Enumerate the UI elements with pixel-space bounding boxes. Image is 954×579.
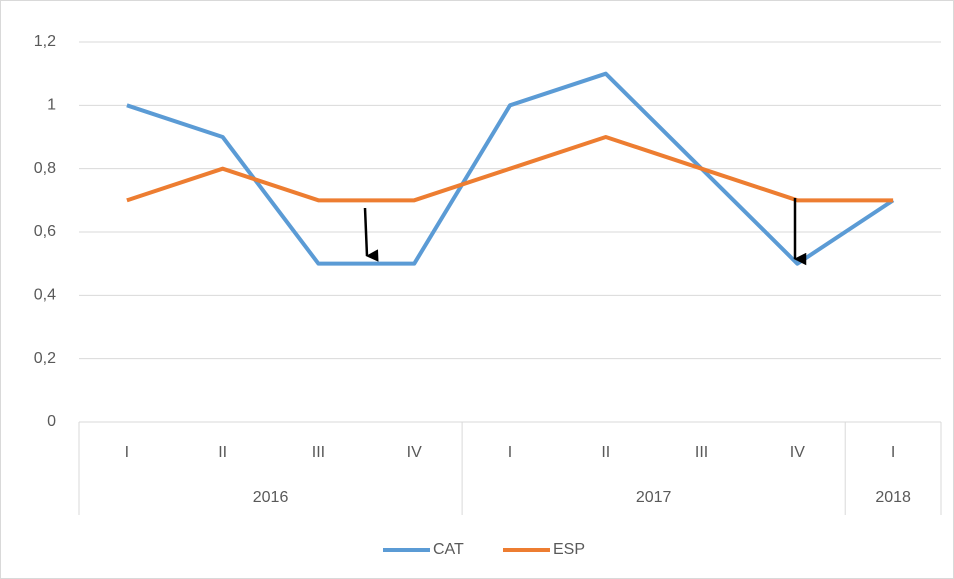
- y-tick-label: 0: [47, 413, 56, 430]
- legend-label: CAT: [433, 541, 464, 558]
- x-tick-label: IV: [407, 444, 422, 461]
- line-series: [126, 135, 894, 203]
- y-tick-label: 0,4: [34, 287, 56, 304]
- x-tick-label: III: [312, 444, 325, 461]
- group-label: 2017: [636, 489, 672, 506]
- x-tick-label: I: [891, 444, 895, 461]
- x-tick-label: IV: [790, 444, 805, 461]
- y-tick-label: 0,8: [34, 160, 56, 177]
- y-tick-label: 1,2: [34, 33, 56, 50]
- x-tick-label: II: [601, 444, 610, 461]
- x-tick-label: III: [695, 444, 708, 461]
- group-label: 2016: [253, 489, 289, 506]
- legend-label: ESP: [553, 541, 585, 558]
- x-tick-label: I: [125, 444, 129, 461]
- x-tick-label: II: [218, 444, 227, 461]
- y-tick-label: 0,2: [34, 350, 56, 367]
- x-tick-label: I: [508, 444, 512, 461]
- group-label: 2018: [875, 489, 911, 506]
- y-tick-label: 0,6: [34, 223, 56, 240]
- y-tick-label: 1: [47, 97, 56, 114]
- arrow: [363, 207, 379, 262]
